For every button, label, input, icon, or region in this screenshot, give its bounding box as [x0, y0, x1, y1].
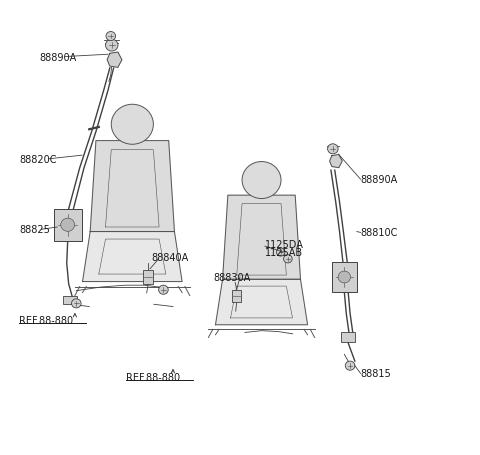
- Circle shape: [72, 299, 81, 308]
- Polygon shape: [216, 280, 308, 325]
- Circle shape: [284, 255, 292, 263]
- Text: 1125DA: 1125DA: [265, 240, 304, 250]
- Polygon shape: [90, 142, 174, 232]
- Polygon shape: [223, 196, 300, 280]
- Text: 88815: 88815: [360, 369, 391, 379]
- Circle shape: [276, 248, 285, 257]
- Bar: [144, 270, 153, 285]
- Text: REF.88-880: REF.88-880: [126, 372, 180, 382]
- Text: 88890A: 88890A: [360, 175, 398, 185]
- Bar: [54, 209, 82, 241]
- Text: 88890A: 88890A: [39, 52, 76, 62]
- Circle shape: [111, 105, 154, 145]
- Circle shape: [327, 145, 338, 154]
- Circle shape: [106, 40, 118, 52]
- Text: REF.88-880: REF.88-880: [19, 315, 73, 325]
- Circle shape: [338, 272, 350, 283]
- Text: 1125AB: 1125AB: [265, 248, 303, 258]
- Bar: [63, 297, 77, 304]
- Bar: [232, 290, 241, 303]
- Text: 88810C: 88810C: [360, 228, 398, 238]
- Bar: [340, 333, 355, 342]
- Circle shape: [106, 32, 116, 41]
- Polygon shape: [107, 53, 122, 68]
- Text: 88825: 88825: [20, 225, 51, 235]
- Polygon shape: [330, 155, 342, 168]
- Circle shape: [61, 219, 74, 232]
- Bar: [332, 263, 357, 292]
- Text: 88820C: 88820C: [20, 154, 57, 164]
- Text: 88840A: 88840A: [152, 252, 189, 262]
- Text: 88830A: 88830A: [214, 273, 251, 283]
- Polygon shape: [83, 232, 182, 282]
- Circle shape: [158, 286, 168, 295]
- Circle shape: [242, 162, 281, 199]
- Circle shape: [345, 361, 355, 370]
